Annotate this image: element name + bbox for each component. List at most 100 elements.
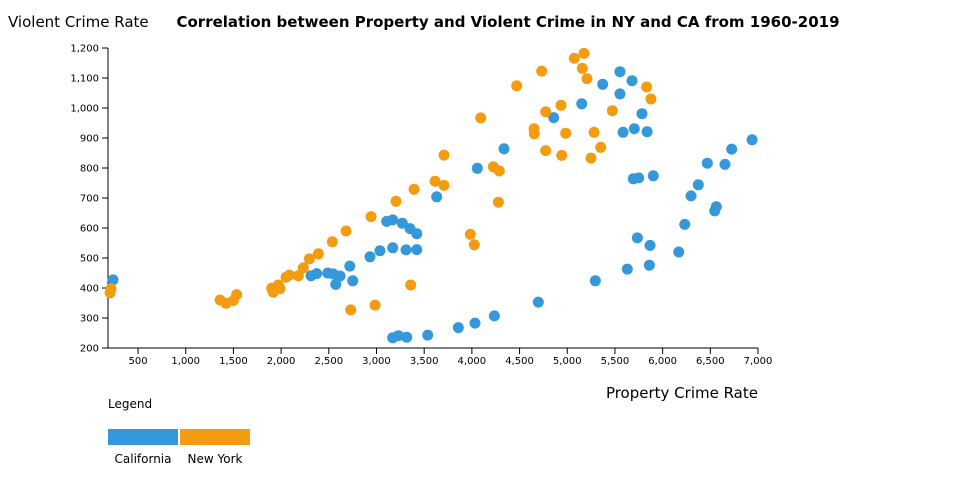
point-new-york [438,179,450,191]
point-new-york [405,279,417,291]
point-new-york [645,93,657,105]
legend-title: Legend [108,397,152,411]
point-california [344,260,356,272]
y-tick: 900 [80,134,108,145]
point-new-york [345,304,357,316]
x-tick: 3,000 [362,348,391,367]
point-new-york [555,99,567,111]
point-california [431,191,443,203]
legend-label-new-york: New York [188,452,243,466]
point-california [673,246,685,258]
point-new-york [595,141,607,153]
point-new-york [540,145,552,157]
legend-swatch-california [108,429,178,445]
point-california [692,179,704,191]
point-new-york [369,299,381,311]
y-tick: 600 [80,224,108,235]
y-axis: 200 300 400 500 600 700 800 900 1,000 1,100 1,200 [70,44,109,355]
x-tick-label: 1,000 [171,356,200,367]
x-tick-label: 4,000 [458,356,487,367]
legend-swatch-new-york [180,429,250,445]
y-tick: 200 [80,344,108,355]
point-new-york [578,47,590,59]
x-tick-label: 3,000 [362,356,391,367]
point-california [469,317,481,329]
point-new-york [231,289,243,301]
point-california [422,329,434,341]
point-new-york [492,196,504,208]
point-california [726,143,738,155]
y-tick-label: 700 [80,194,99,205]
point-california [685,190,697,202]
point-california [334,270,346,282]
point-new-york [390,195,402,207]
point-california [631,232,643,244]
point-new-york [297,262,309,274]
y-tick-label: 500 [80,254,99,265]
x-tick-label: 6,500 [696,356,725,367]
x-tick-label: 2,000 [267,356,296,367]
point-new-york [475,112,487,124]
x-tick-label: 4,500 [505,356,534,367]
point-new-york [568,52,580,64]
point-california [401,331,413,343]
x-tick-label: 7,000 [744,356,773,367]
x-tick: 5,000 [553,348,582,367]
data-points [104,47,758,344]
x-tick-label: 6,000 [648,356,677,367]
x-tick: 1,000 [171,348,200,367]
point-new-york [438,149,450,161]
point-new-york [581,73,593,85]
x-tick: 4,000 [458,348,487,367]
point-new-york [493,165,505,177]
y-tick-label: 1,000 [70,104,99,115]
point-california [471,162,483,174]
x-axis-label: Property Crime Rate [606,384,758,402]
x-tick-label: 1,500 [219,356,248,367]
point-california [532,296,544,308]
point-new-york [105,283,117,295]
point-new-york [540,106,552,118]
point-new-york [511,80,523,92]
point-california [364,251,376,263]
point-california [392,330,404,342]
point-california [374,245,386,257]
point-new-york [283,269,295,281]
chart-title: Correlation between Property and Violent… [176,13,839,31]
point-new-york [326,236,338,248]
y-tick: 1,000 [70,104,108,115]
point-new-york [641,81,653,93]
point-california [636,108,648,120]
point-california [347,275,359,287]
point-new-york [528,128,540,140]
point-california [621,263,633,275]
x-tick: 4,500 [505,348,534,367]
y-axis-label: Violent Crime Rate [8,13,149,31]
x-tick: 7,000 [744,348,773,367]
point-new-york [303,253,315,265]
point-california [396,217,408,229]
x-tick: 1,500 [219,348,248,367]
point-california [710,201,722,213]
y-tick: 700 [80,194,108,205]
y-tick: 800 [80,164,108,175]
point-california [614,88,626,100]
point-new-york [292,270,304,282]
point-california [617,126,629,138]
point-new-york [606,105,618,117]
x-tick-label: 500 [128,356,147,367]
y-tick-label: 300 [80,314,99,325]
x-tick: 2,000 [267,348,296,367]
y-tick-label: 800 [80,164,99,175]
y-tick-label: 200 [80,344,99,355]
point-california [746,134,758,146]
point-new-york [408,183,420,195]
point-california [701,157,713,169]
point-new-york [556,149,568,161]
x-tick: 3,500 [410,348,438,367]
point-california [488,310,500,322]
point-new-york [429,175,441,187]
x-tick-label: 2,500 [314,356,343,367]
y-tick-label: 900 [80,134,99,145]
point-new-york [468,239,480,251]
